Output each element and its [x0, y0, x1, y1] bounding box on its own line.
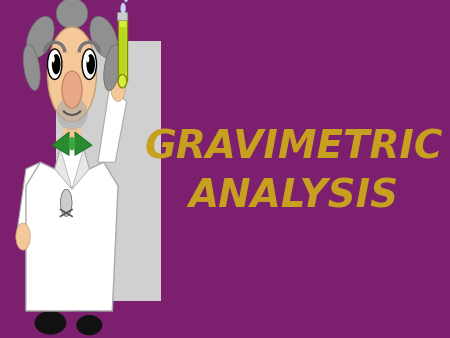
- Polygon shape: [98, 88, 127, 162]
- Polygon shape: [39, 250, 66, 311]
- Ellipse shape: [68, 137, 76, 150]
- Text: ANALYSIS: ANALYSIS: [189, 178, 398, 216]
- Ellipse shape: [48, 27, 96, 122]
- Bar: [118, 27, 126, 74]
- Polygon shape: [72, 250, 98, 311]
- Circle shape: [52, 54, 60, 74]
- Ellipse shape: [27, 16, 54, 58]
- Text: GRAVIMETRIC: GRAVIMETRIC: [144, 128, 443, 166]
- Polygon shape: [17, 162, 40, 237]
- Circle shape: [86, 54, 95, 74]
- Circle shape: [121, 3, 126, 14]
- Ellipse shape: [76, 315, 102, 335]
- Ellipse shape: [82, 49, 96, 79]
- Bar: [118, 14, 127, 81]
- Ellipse shape: [118, 74, 127, 88]
- Circle shape: [60, 189, 72, 216]
- Circle shape: [124, 0, 128, 2]
- Ellipse shape: [56, 0, 88, 29]
- Ellipse shape: [90, 16, 117, 58]
- Ellipse shape: [23, 45, 40, 91]
- Polygon shape: [55, 149, 72, 189]
- Ellipse shape: [16, 223, 30, 250]
- Bar: [117, 12, 127, 20]
- Polygon shape: [72, 149, 89, 189]
- Ellipse shape: [111, 74, 125, 101]
- Ellipse shape: [62, 71, 82, 108]
- Ellipse shape: [48, 49, 62, 79]
- Circle shape: [52, 56, 55, 63]
- Polygon shape: [75, 132, 92, 155]
- Ellipse shape: [104, 45, 121, 91]
- FancyBboxPatch shape: [56, 41, 161, 301]
- Circle shape: [86, 56, 89, 63]
- Ellipse shape: [56, 96, 88, 130]
- Polygon shape: [52, 132, 69, 155]
- Bar: [63, 128, 81, 149]
- FancyBboxPatch shape: [161, 41, 405, 301]
- Polygon shape: [26, 149, 118, 311]
- Ellipse shape: [35, 311, 66, 335]
